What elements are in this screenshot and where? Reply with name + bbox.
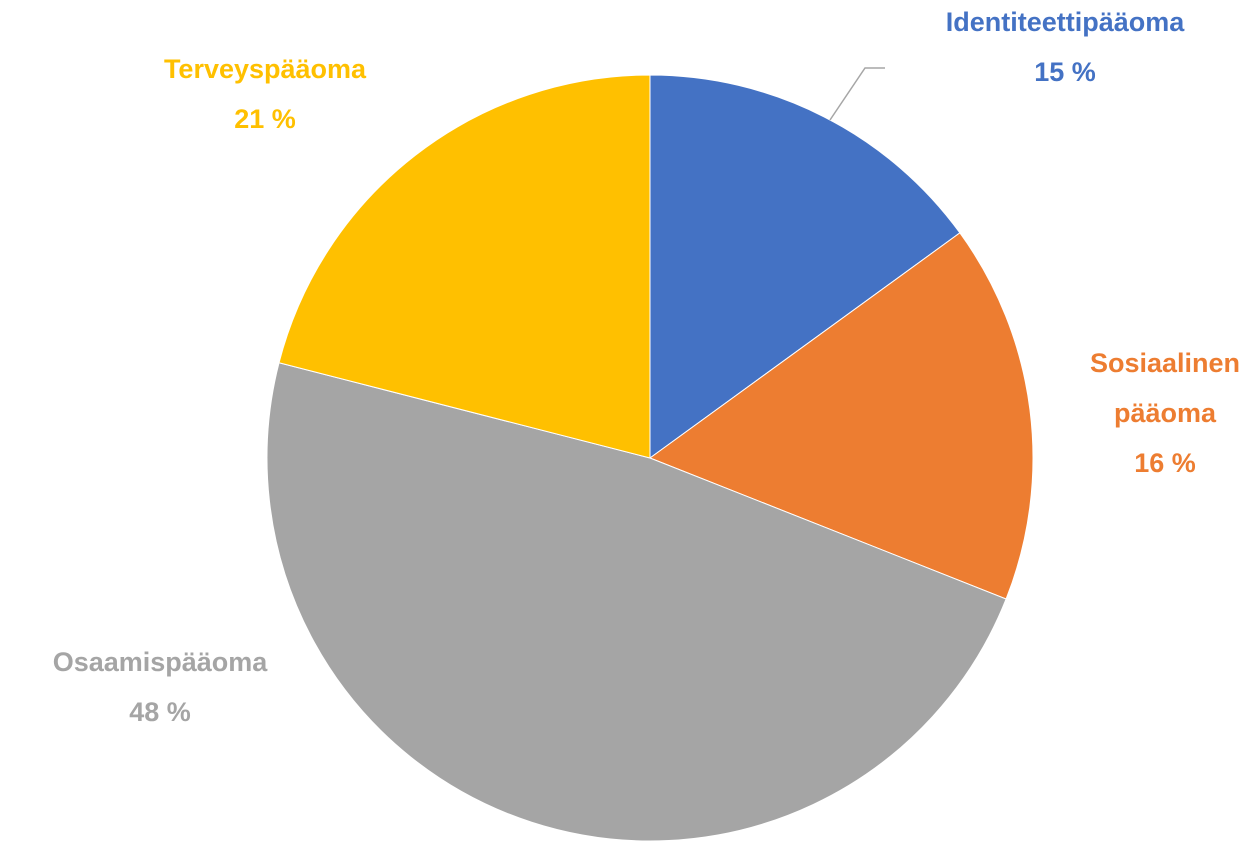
- leader-line: [829, 67, 885, 121]
- category-label: Terveyspääoma: [163, 54, 367, 84]
- value-label: 48 %: [129, 697, 191, 727]
- data-label: Osaamispääoma 48 %: [0, 637, 320, 737]
- pie-slice: [266, 362, 1007, 842]
- category-label: Identiteettipääoma: [945, 7, 1185, 37]
- data-label: Sosiaalinen pääoma 16 %: [1070, 338, 1253, 488]
- pie-slice: [649, 74, 961, 459]
- data-label: Terveyspääoma 21 %: [115, 44, 415, 144]
- pie-slice: [278, 74, 651, 459]
- value-label: 15 %: [1034, 57, 1096, 87]
- value-label: 16 %: [1134, 448, 1196, 478]
- category-label: Sosiaalinen pääoma: [1089, 348, 1241, 428]
- pie-slice: [648, 232, 1034, 600]
- value-label: 21 %: [234, 104, 296, 134]
- category-label: Osaamispääoma: [52, 647, 268, 677]
- data-label: Identiteettipääoma 15 %: [885, 0, 1245, 97]
